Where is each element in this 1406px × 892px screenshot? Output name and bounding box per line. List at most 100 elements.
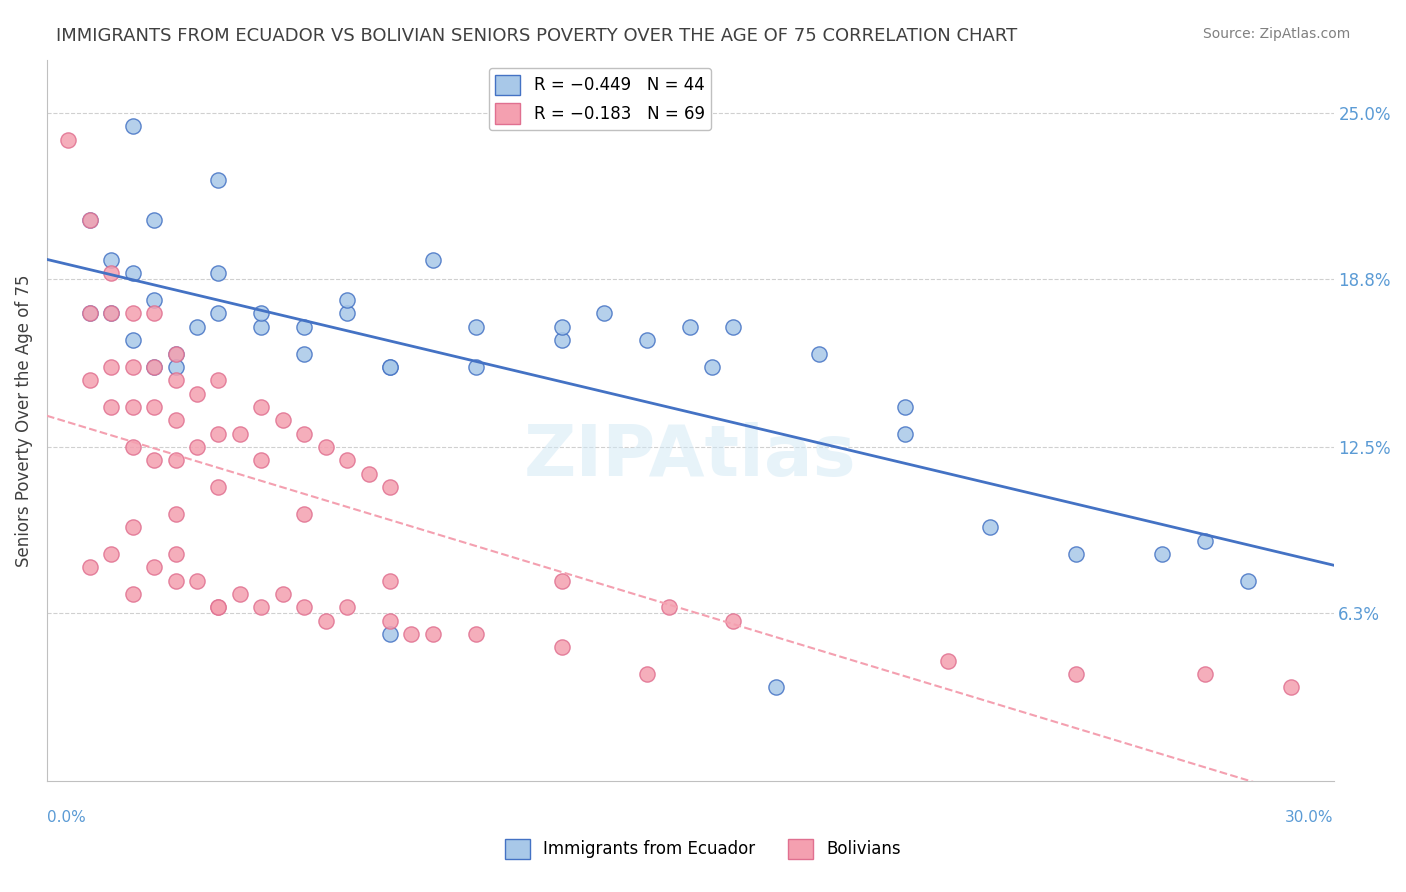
- Point: [229, 426, 252, 441]
- Point: [936, 654, 959, 668]
- Point: [143, 213, 166, 227]
- Point: [464, 627, 486, 641]
- Point: [464, 359, 486, 374]
- Point: [336, 453, 359, 467]
- Point: [292, 426, 315, 441]
- Text: ZIPAtlas: ZIPAtlas: [524, 422, 856, 491]
- Point: [207, 426, 229, 441]
- Point: [143, 453, 166, 467]
- Point: [207, 480, 229, 494]
- Point: [165, 574, 187, 588]
- Point: [593, 306, 616, 320]
- Point: [121, 266, 143, 280]
- Point: [422, 627, 444, 641]
- Point: [550, 333, 572, 347]
- Point: [100, 266, 122, 280]
- Point: [79, 560, 101, 574]
- Point: [378, 627, 401, 641]
- Point: [121, 359, 143, 374]
- Point: [121, 333, 143, 347]
- Point: [401, 627, 423, 641]
- Point: [186, 319, 208, 334]
- Point: [315, 614, 337, 628]
- Point: [1064, 667, 1087, 681]
- Point: [207, 173, 229, 187]
- Point: [700, 359, 723, 374]
- Point: [464, 319, 486, 334]
- Point: [1064, 547, 1087, 561]
- Point: [336, 306, 359, 320]
- Point: [165, 547, 187, 561]
- Point: [165, 359, 187, 374]
- Point: [100, 359, 122, 374]
- Point: [100, 252, 122, 267]
- Point: [100, 400, 122, 414]
- Text: 0.0%: 0.0%: [46, 810, 86, 825]
- Point: [79, 213, 101, 227]
- Point: [721, 614, 744, 628]
- Point: [1279, 681, 1302, 695]
- Point: [79, 213, 101, 227]
- Point: [207, 306, 229, 320]
- Point: [271, 413, 294, 427]
- Point: [229, 587, 252, 601]
- Point: [250, 453, 273, 467]
- Point: [121, 120, 143, 134]
- Point: [679, 319, 702, 334]
- Point: [1236, 574, 1258, 588]
- Point: [165, 507, 187, 521]
- Point: [250, 600, 273, 615]
- Point: [165, 453, 187, 467]
- Point: [250, 319, 273, 334]
- Point: [422, 252, 444, 267]
- Point: [336, 293, 359, 307]
- Point: [336, 600, 359, 615]
- Point: [550, 319, 572, 334]
- Point: [378, 574, 401, 588]
- Point: [143, 400, 166, 414]
- Point: [165, 346, 187, 360]
- Point: [58, 133, 80, 147]
- Point: [165, 413, 187, 427]
- Point: [292, 600, 315, 615]
- Legend: R = −0.449   N = 44, R = −0.183   N = 69: R = −0.449 N = 44, R = −0.183 N = 69: [489, 68, 711, 130]
- Text: IMMIGRANTS FROM ECUADOR VS BOLIVIAN SENIORS POVERTY OVER THE AGE OF 75 CORRELATI: IMMIGRANTS FROM ECUADOR VS BOLIVIAN SENI…: [56, 27, 1018, 45]
- Point: [250, 306, 273, 320]
- Point: [121, 520, 143, 534]
- Point: [186, 440, 208, 454]
- Point: [658, 600, 681, 615]
- Point: [378, 614, 401, 628]
- Y-axis label: Seniors Poverty Over the Age of 75: Seniors Poverty Over the Age of 75: [15, 274, 32, 566]
- Point: [143, 560, 166, 574]
- Point: [143, 359, 166, 374]
- Point: [893, 426, 915, 441]
- Point: [550, 574, 572, 588]
- Point: [1194, 667, 1216, 681]
- Point: [186, 574, 208, 588]
- Point: [165, 346, 187, 360]
- Point: [121, 440, 143, 454]
- Point: [1150, 547, 1173, 561]
- Point: [143, 359, 166, 374]
- Point: [1194, 533, 1216, 548]
- Point: [143, 306, 166, 320]
- Point: [292, 319, 315, 334]
- Point: [100, 306, 122, 320]
- Point: [979, 520, 1001, 534]
- Point: [893, 400, 915, 414]
- Point: [121, 306, 143, 320]
- Point: [100, 306, 122, 320]
- Point: [271, 587, 294, 601]
- Point: [79, 373, 101, 387]
- Point: [378, 359, 401, 374]
- Point: [378, 359, 401, 374]
- Point: [165, 373, 187, 387]
- Point: [79, 306, 101, 320]
- Point: [207, 373, 229, 387]
- Point: [378, 480, 401, 494]
- Point: [636, 333, 658, 347]
- Point: [100, 547, 122, 561]
- Point: [250, 400, 273, 414]
- Point: [186, 386, 208, 401]
- Point: [292, 507, 315, 521]
